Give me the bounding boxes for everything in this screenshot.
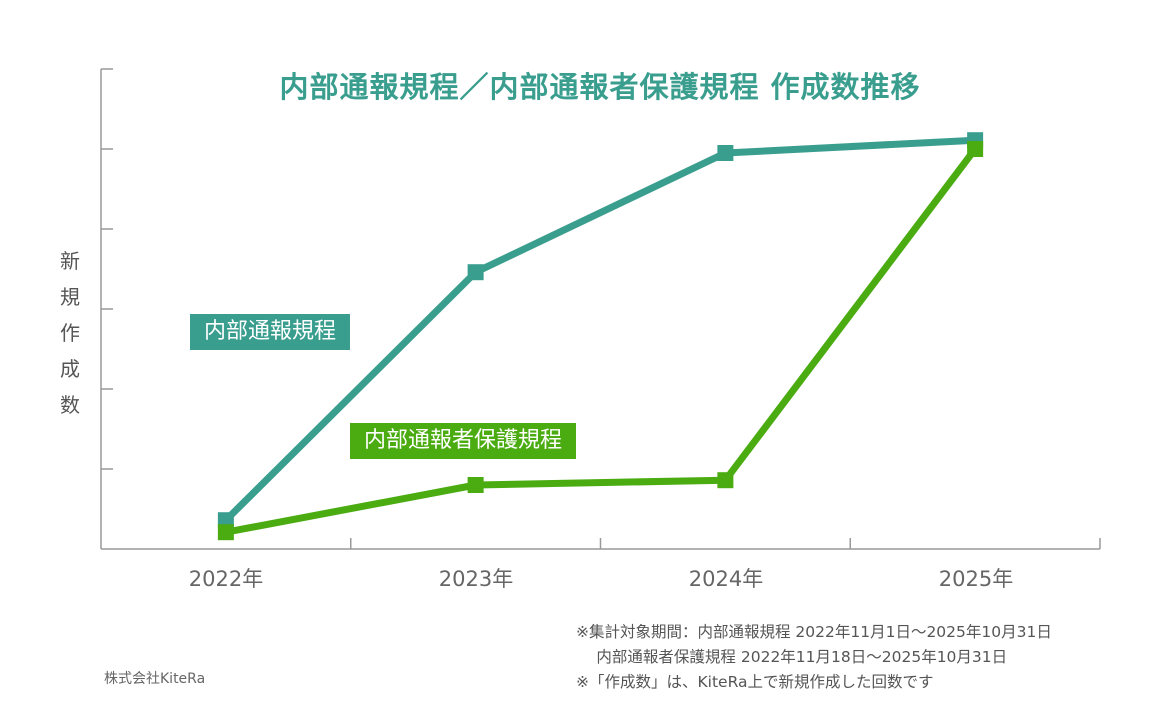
x-tick-label: 2022年 (188, 567, 264, 591)
series-line-0 (223, 136, 976, 523)
data-point-1 (217, 524, 234, 541)
x-tick-label: 2024年 (688, 567, 764, 591)
data-point-1 (717, 472, 734, 489)
x-tick-label: 2023年 (438, 567, 514, 591)
series-label-whistleblower-protection-rules: 内部通報者保護規程 (350, 423, 577, 459)
x-tick-label: 2025年 (938, 567, 1014, 591)
credit: 株式会社KiteRa (104, 671, 206, 687)
chart-title: 内部通報規程／内部通報者保護規程 作成数推移 (279, 70, 921, 104)
data-point-0 (717, 145, 734, 161)
footnote: ※「作成数」は、KiteRa上で新規作成した回数です (576, 673, 934, 691)
data-point-1 (967, 141, 984, 157)
footnote: 内部通報者保護規程 2022年11月18日〜2025年10月31日 (576, 648, 1008, 666)
footnote: ※集計対象期間：内部通報規程 2022年11月1日〜2025年10月31日 (576, 623, 1052, 641)
data-point-1 (467, 477, 484, 493)
y-axis-label: 新規作成数 (60, 249, 80, 417)
series-label-whistleblowing-rules: 内部通報規程 (190, 314, 351, 350)
data-point-0 (467, 264, 484, 281)
footnotes: ※集計対象期間：内部通報規程 2022年11月1日〜2025年10月31日 内部… (576, 620, 1052, 695)
series-line-1 (225, 146, 978, 536)
